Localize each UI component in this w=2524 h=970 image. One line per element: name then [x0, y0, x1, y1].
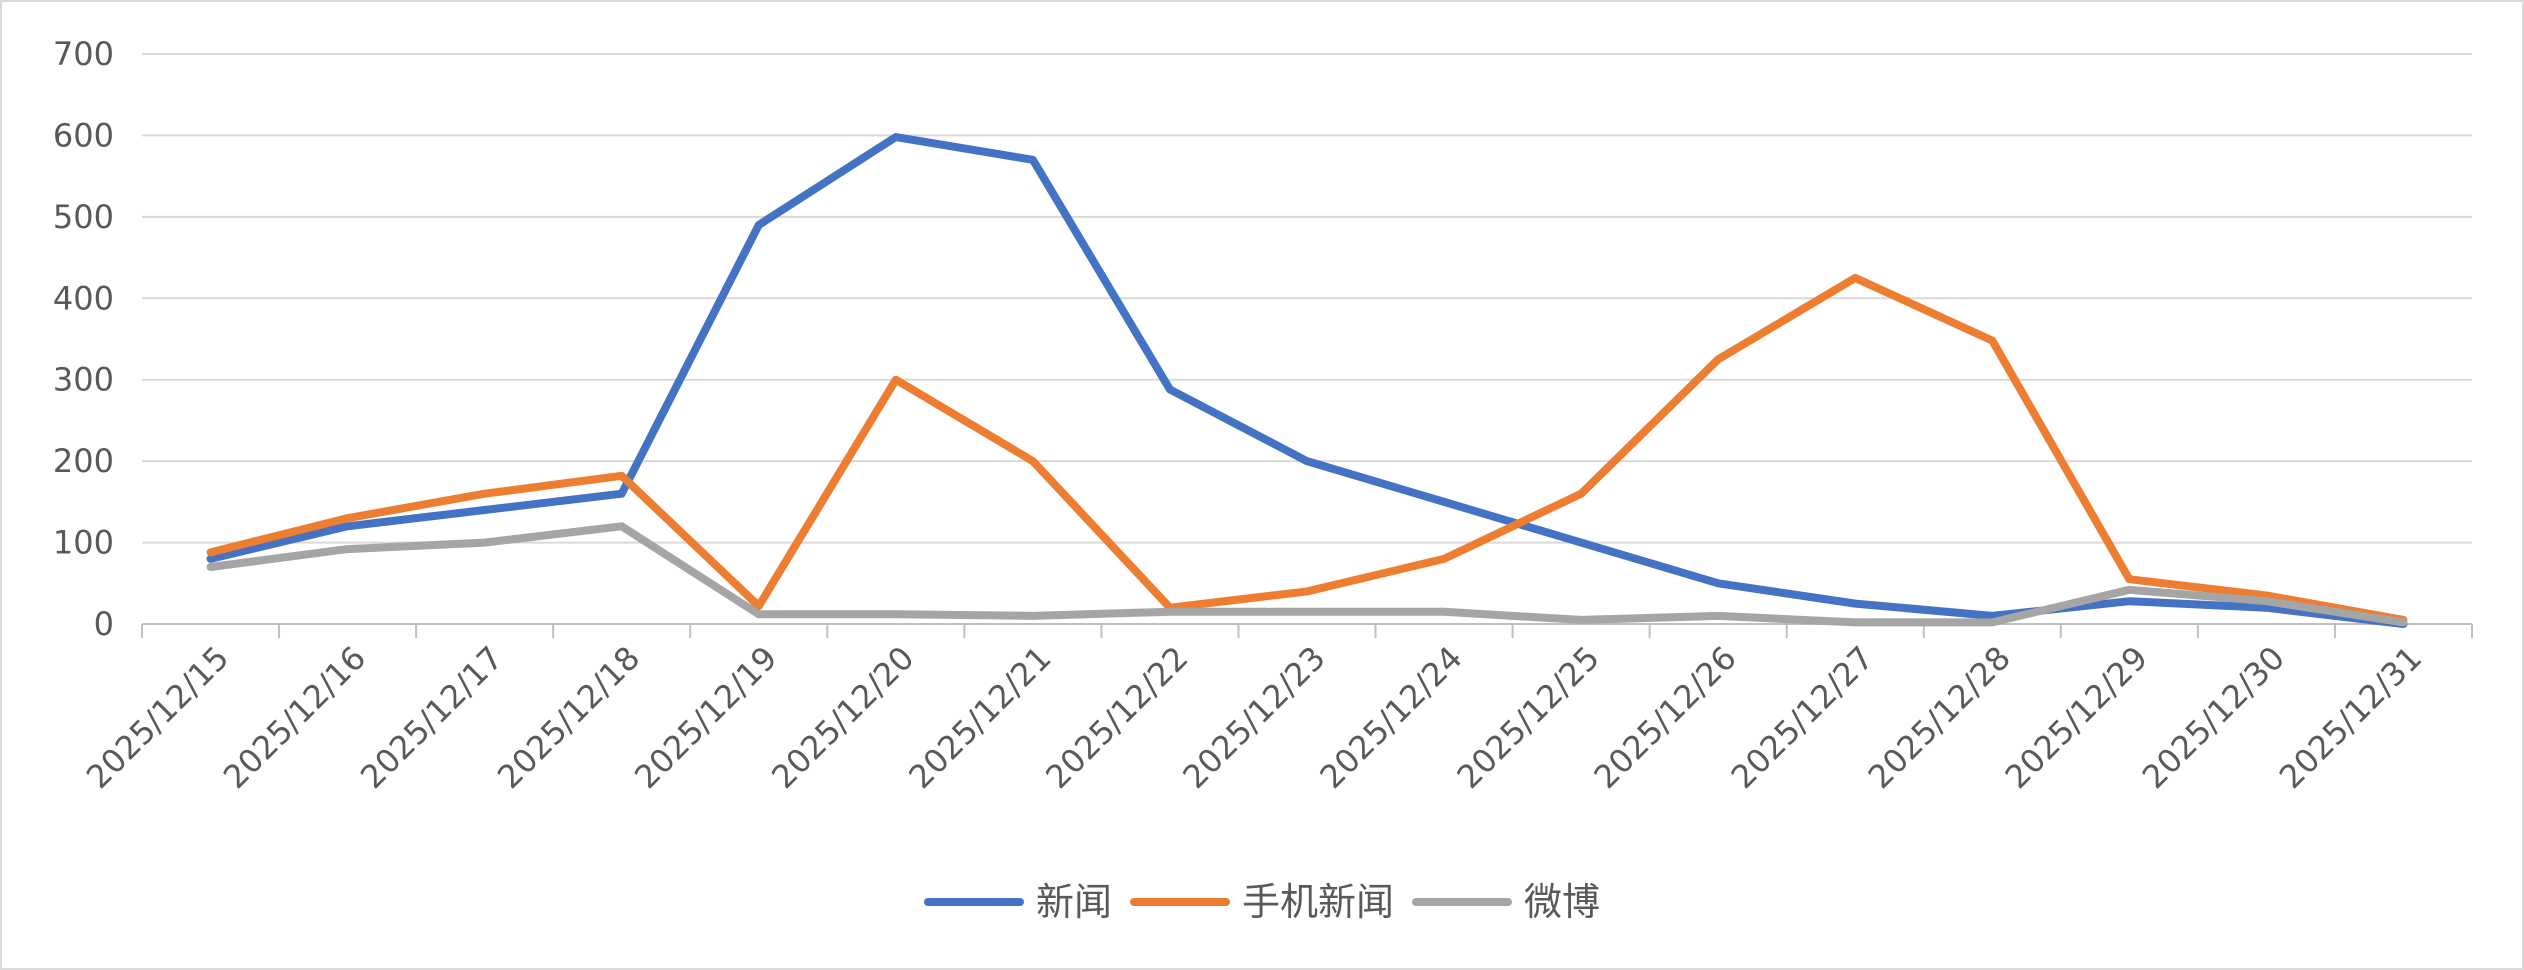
x-tick-label: 2025/12/29 [1998, 639, 2155, 796]
series-lines [206, 133, 2408, 628]
x-tick-label: 2025/12/27 [1724, 639, 1881, 796]
gridlines [142, 53, 2472, 544]
legend-label: 新闻 [1036, 880, 1112, 924]
x-tick-label: 2025/12/22 [1038, 639, 1195, 796]
y-tick-label: 600 [53, 116, 114, 154]
x-tick-label: 2025/12/23 [1175, 639, 1332, 796]
x-tick-label: 2025/12/30 [2135, 639, 2292, 796]
y-tick-label: 700 [53, 35, 114, 73]
y-tick-label: 500 [53, 198, 114, 236]
x-tick-label: 2025/12/18 [490, 639, 647, 796]
x-tick-label: 2025/12/15 [79, 639, 236, 796]
x-tick-label: 2025/12/21 [901, 639, 1058, 796]
x-tick-label: 2025/12/25 [1449, 639, 1606, 796]
series-line-2 [206, 522, 2408, 627]
legend-label: 手机新闻 [1242, 880, 1394, 924]
y-tick-label: 100 [53, 524, 114, 562]
x-tick-label: 2025/12/16 [216, 639, 373, 796]
x-tick-label: 2025/12/28 [1861, 639, 2018, 796]
x-tick-label: 2025/12/17 [353, 639, 510, 796]
x-tick-label: 2025/12/19 [627, 639, 784, 796]
x-tick-label: 2025/12/20 [764, 639, 921, 796]
y-tick-label: 0 [94, 605, 114, 643]
series-line-1 [206, 273, 2408, 624]
x-tick-label: 2025/12/26 [1587, 639, 1744, 796]
axes [141, 623, 2473, 638]
legend-label: 微博 [1524, 880, 1600, 924]
y-tick-label: 200 [53, 442, 114, 480]
y-tick-label: 400 [53, 279, 114, 317]
y-tick-label: 300 [53, 361, 114, 399]
y-axis-tick-labels: 0 100 200 300 400 500 600 700 [53, 35, 114, 643]
x-tick-label: 2025/12/31 [2272, 639, 2429, 796]
legend: 新闻 手机新闻 微博 [924, 880, 1600, 924]
x-tick-label: 2025/12/24 [1312, 639, 1469, 796]
x-axis-tick-labels: 2025/12/152025/12/162025/12/172025/12/18… [79, 639, 2429, 796]
